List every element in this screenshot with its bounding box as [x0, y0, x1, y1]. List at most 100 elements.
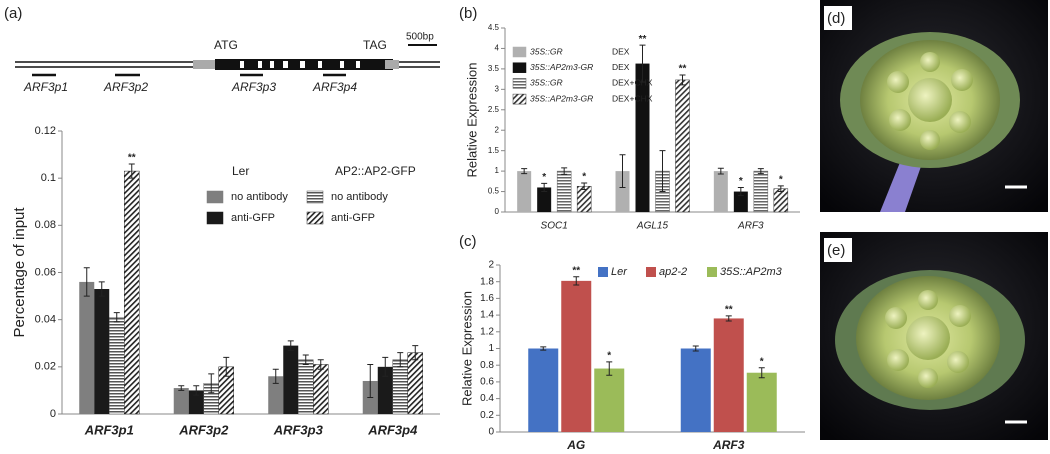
y-tick-label: 4 — [495, 44, 500, 53]
bar — [746, 372, 777, 432]
bar — [713, 171, 728, 212]
y-tick-label: 0.8 — [480, 360, 494, 371]
bar — [635, 63, 650, 212]
panel-label: (b) — [459, 5, 477, 22]
error-bar — [606, 361, 613, 376]
legend-swatch — [646, 267, 656, 277]
y-tick-label: 0.5 — [488, 187, 500, 196]
legend-label: 35S::AP2m3 — [720, 266, 783, 278]
error-bar — [692, 345, 699, 352]
y-axis-label: Relative Expression — [459, 291, 474, 406]
significance-label: * — [607, 351, 611, 362]
bar — [733, 191, 748, 212]
error-bar — [83, 267, 90, 297]
legend-label: 35S::GR — [530, 46, 563, 56]
bar — [615, 171, 630, 212]
y-tick-label: 1.4 — [480, 310, 494, 321]
bar — [79, 281, 95, 414]
error-bar — [302, 354, 309, 365]
bar — [753, 170, 769, 213]
y-axis-label: Relative Expression — [464, 63, 479, 178]
legend-swatch — [512, 46, 527, 58]
bar — [268, 376, 284, 414]
error-bar — [619, 154, 626, 188]
y-tick-label: 0 — [488, 427, 494, 438]
error-bar — [382, 356, 389, 377]
bar — [517, 171, 532, 212]
error-bar — [223, 356, 230, 377]
y-tick-label: 0.12 — [35, 125, 56, 137]
legend-swatch — [206, 190, 224, 204]
legend-label: anti-GFP — [231, 212, 275, 224]
bar — [576, 185, 592, 213]
legend-swatch — [707, 267, 717, 277]
x-tick-label: SOC1 — [541, 221, 568, 232]
significance-label: ** — [572, 265, 580, 276]
primer-label: ARF3p3 — [231, 80, 276, 94]
panel-label: (c) — [459, 233, 477, 250]
bar — [407, 352, 423, 415]
y-tick-label: 0.06 — [35, 266, 56, 278]
bar — [188, 390, 204, 414]
error-bar — [521, 168, 528, 175]
legend-label: 35S::GR — [530, 78, 563, 88]
bar — [556, 170, 572, 213]
legend-swatch — [206, 211, 224, 225]
error-bar — [757, 168, 764, 175]
y-tick-label: 0.1 — [41, 172, 56, 184]
bar — [283, 345, 299, 414]
y-tick-label: 1.6 — [480, 293, 494, 304]
significance-label: * — [542, 172, 546, 183]
bar — [377, 366, 393, 414]
bar — [713, 318, 744, 432]
error-bar — [178, 385, 185, 391]
bar — [109, 317, 125, 415]
x-tick-label: ARF3p2 — [178, 422, 229, 437]
legend-group: Ler — [232, 164, 249, 178]
significance-label: * — [582, 172, 586, 183]
y-tick-label: 0.08 — [35, 219, 56, 231]
primer-label: ARF3p1 — [23, 80, 68, 94]
y-tick-label: 1.8 — [480, 276, 494, 287]
x-tick-label: ARF3 — [712, 438, 745, 452]
error-bar — [113, 312, 120, 323]
error-bar — [725, 315, 732, 322]
error-bar — [98, 281, 105, 297]
panel-label: (d) — [827, 10, 845, 27]
x-tick-label: ARF3 — [737, 221, 764, 232]
y-tick-label: 1.5 — [488, 146, 500, 155]
error-bar — [541, 182, 548, 193]
error-bar — [639, 44, 646, 83]
gene-map — [15, 44, 440, 77]
error-bar — [561, 167, 568, 175]
legend-group: AP2::AP2-GFP — [335, 164, 416, 178]
y-tick-label: 2.5 — [488, 105, 500, 114]
bar — [94, 289, 110, 414]
bar — [313, 364, 329, 415]
bar — [124, 170, 140, 415]
legend-label: Ler — [611, 266, 628, 278]
error-bar — [128, 163, 135, 179]
legend-label: DEX+CHX — [612, 78, 653, 88]
bar — [561, 280, 592, 432]
error-bar — [317, 359, 324, 370]
legend-label: DEX — [612, 62, 630, 72]
y-tick-label: 2 — [495, 125, 500, 134]
y-tick-label: 3.5 — [488, 64, 500, 73]
legend-label: anti-GFP — [331, 212, 375, 224]
error-bar — [573, 276, 580, 286]
legend-swatch — [512, 93, 527, 105]
error-bar — [367, 363, 374, 398]
x-tick-label: AGL15 — [636, 221, 669, 232]
y-tick-label: 0.4 — [480, 393, 494, 404]
stop-codon: TAG — [363, 38, 387, 52]
bar — [594, 368, 625, 432]
scale-label: 500bp — [406, 32, 434, 43]
legend-label: no antibody — [331, 191, 388, 203]
photo — [820, 232, 1048, 440]
y-tick-label: 0.04 — [35, 314, 56, 326]
legend-swatch — [306, 211, 324, 225]
bar — [392, 359, 408, 415]
x-tick-label: ARF3p4 — [367, 422, 418, 437]
